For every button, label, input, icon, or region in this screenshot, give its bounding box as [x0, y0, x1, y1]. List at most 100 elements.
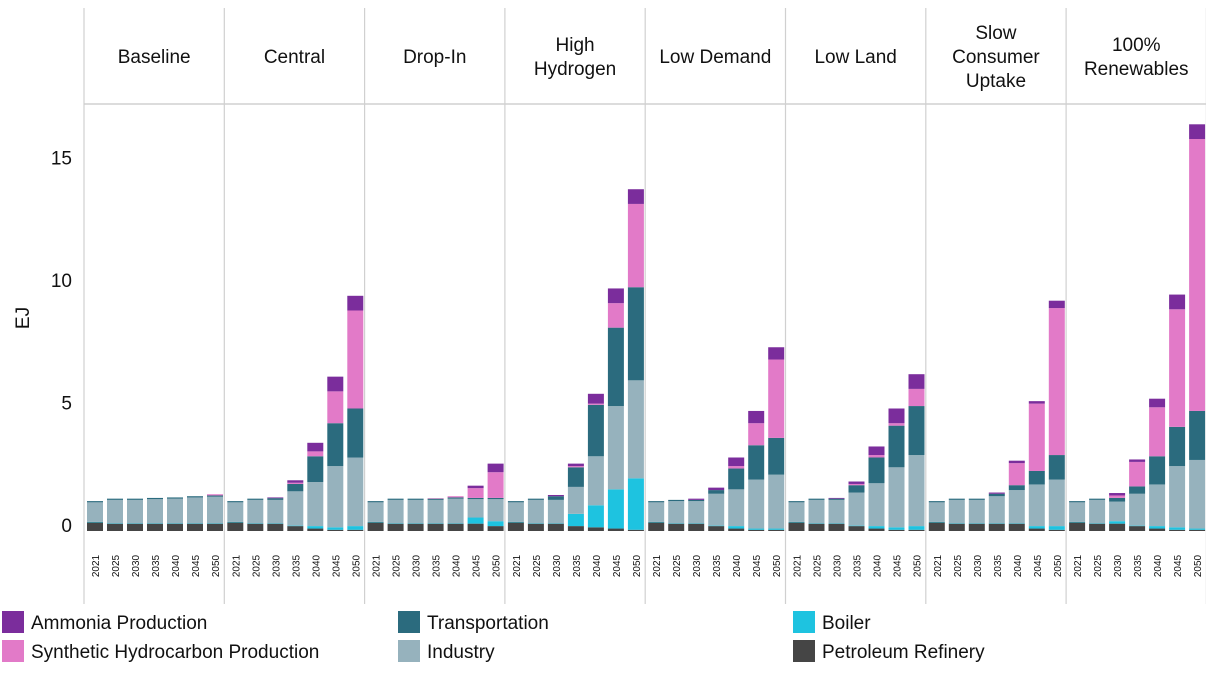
bar-segment-industry — [507, 502, 524, 522]
bar-segment-ammonia-production — [748, 410, 765, 424]
bar-segment-boiler — [367, 521, 384, 523]
bar-segment-transportation — [407, 498, 424, 500]
y-tick-label: 5 — [61, 394, 72, 415]
bar-segment-ammonia-production — [347, 295, 364, 311]
bar-segment-transportation — [467, 497, 484, 500]
panel-title: Drop-In — [403, 47, 466, 68]
bar-segment-synthetic-hydrocarbon-production — [1169, 309, 1186, 427]
bar-segment-transportation — [507, 501, 524, 503]
bar-segment-boiler — [87, 521, 103, 523]
bar-segment-ammonia-production — [708, 487, 725, 491]
bar-segment-boiler — [1048, 526, 1065, 530]
bar-segment-industry — [567, 486, 584, 514]
bar-segment-industry — [1169, 466, 1186, 528]
bar-segment-synthetic-hydrocarbon-production — [728, 466, 745, 469]
bar-segment-industry — [1189, 459, 1206, 529]
bar-segment-synthetic-hydrocarbon-production — [1048, 308, 1065, 456]
bar-segment-transportation — [968, 498, 985, 500]
bar-segment-transportation — [928, 501, 945, 503]
x-tick-label: 2045 — [612, 554, 623, 577]
bar-segment-synthetic-hydrocarbon-production — [287, 482, 304, 484]
bar-segment-industry — [1048, 479, 1065, 527]
bar-segment-transportation — [808, 498, 825, 500]
bar-segment-boiler — [1169, 527, 1186, 530]
bar-segment-transportation — [547, 496, 564, 500]
x-tick-label: 2025 — [672, 554, 683, 577]
bar-segment-boiler — [567, 513, 584, 527]
bar-segment-ammonia-production — [888, 408, 905, 424]
bar-segment-boiler — [467, 517, 484, 524]
bar-segment-boiler — [808, 523, 825, 524]
bar-segment-transportation — [187, 496, 203, 498]
bar-segment-industry — [487, 499, 504, 522]
legend-swatch — [2, 640, 24, 662]
bar-segment-petroleum-refinery — [127, 523, 143, 531]
bar-segment-industry — [107, 499, 123, 524]
bar-segment-boiler — [968, 523, 985, 524]
x-tick-label: 2021 — [91, 554, 102, 577]
bar-segment-transportation — [167, 497, 183, 499]
bar-segment-synthetic-hydrocarbon-production — [327, 391, 344, 424]
bar-segment-transportation — [1069, 501, 1086, 503]
x-tick-label: 2021 — [1073, 554, 1084, 577]
bar-segment-industry — [167, 498, 183, 524]
bar-segment-petroleum-refinery — [347, 529, 364, 531]
bar-segment-transportation — [207, 495, 223, 497]
bars — [87, 124, 1206, 531]
bar-segment-transportation — [868, 457, 885, 484]
x-tick-label: 2030 — [1113, 554, 1124, 577]
x-axis-year-labels: 2021 2025 2030 2035 2040 2045 2050 2021 2025 2030… — [91, 554, 1204, 577]
x-tick-label: 2050 — [492, 554, 503, 577]
bar-segment-synthetic-hydrocarbon-production — [347, 310, 364, 409]
bar-segment-ammonia-production — [728, 457, 745, 467]
bar-segment-transportation — [627, 287, 644, 381]
bar-segment-industry — [527, 499, 544, 524]
bar-segment-ammonia-production — [1129, 459, 1146, 462]
bar-segment-transportation — [527, 498, 544, 500]
bar-segment-ammonia-production — [1189, 124, 1206, 139]
bar-segment-transportation — [127, 498, 143, 500]
bar-segment-industry — [427, 499, 444, 524]
bar-segment-transportation — [367, 501, 384, 503]
bar-segment-industry — [87, 502, 103, 522]
panel-title: Uptake — [966, 71, 1026, 92]
bar-segment-petroleum-refinery — [327, 529, 344, 531]
bar-segment-petroleum-refinery — [908, 529, 925, 531]
bar-segment-transportation — [567, 467, 584, 487]
bar-segment-transportation — [768, 437, 785, 475]
bar-segment-transportation — [107, 498, 123, 500]
bar-segment-petroleum-refinery — [207, 523, 223, 531]
bar-segment-industry — [127, 499, 143, 524]
bar-segment-petroleum-refinery — [1189, 529, 1206, 531]
bar-segment-ammonia-production — [567, 463, 584, 467]
bar-segment-transportation — [487, 497, 504, 500]
bar-segment-boiler — [127, 523, 143, 524]
x-tick-label: 2030 — [552, 554, 563, 577]
bar-segment-boiler — [347, 526, 364, 530]
bar-segment-boiler — [207, 523, 223, 524]
bar-segment-transportation — [1129, 486, 1146, 494]
bar-segment-synthetic-hydrocarbon-production — [1149, 407, 1166, 457]
bar-segment-industry — [207, 496, 223, 524]
bar-segment-industry — [968, 499, 985, 524]
bar-segment-transportation — [587, 404, 604, 457]
bar-segment-transportation — [147, 497, 163, 500]
bar-segment-petroleum-refinery — [627, 529, 644, 531]
legend-label: Petroleum Refinery — [822, 642, 985, 663]
panel-title: Central — [264, 47, 325, 68]
bar-segment-transportation — [648, 501, 665, 503]
panel-title: 100% — [1112, 35, 1161, 56]
bar-segment-industry — [627, 380, 644, 479]
bar-segment-petroleum-refinery — [287, 526, 304, 531]
panel-title: Low Land — [814, 47, 896, 68]
bar-segment-petroleum-refinery — [227, 522, 244, 531]
x-tick-label: 2045 — [1033, 554, 1044, 577]
bar-segment-industry — [187, 497, 203, 524]
bar-segment-industry — [648, 502, 665, 522]
bar-segment-boiler — [247, 523, 264, 524]
bar-segment-boiler — [587, 505, 604, 528]
x-tick-label: 2045 — [472, 554, 483, 577]
x-tick-label: 2040 — [732, 554, 743, 577]
bar-segment-petroleum-refinery — [87, 522, 103, 531]
bar-segment-synthetic-hydrocarbon-production — [868, 455, 885, 458]
